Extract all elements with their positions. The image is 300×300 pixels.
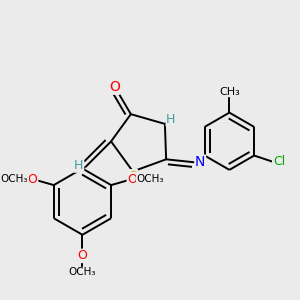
Text: OCH₃: OCH₃ <box>136 174 164 184</box>
Text: N: N <box>195 155 206 169</box>
Text: O: O <box>77 249 87 262</box>
Text: H: H <box>166 113 176 126</box>
Text: O: O <box>127 172 137 186</box>
Text: OCH₃: OCH₃ <box>69 267 96 278</box>
Text: Cl: Cl <box>273 155 285 168</box>
Text: H: H <box>74 159 83 172</box>
Text: S: S <box>128 170 137 184</box>
Text: CH₃: CH₃ <box>219 86 240 97</box>
Text: O: O <box>109 80 120 94</box>
Text: O: O <box>28 172 38 186</box>
Text: OCH₃: OCH₃ <box>1 174 28 184</box>
